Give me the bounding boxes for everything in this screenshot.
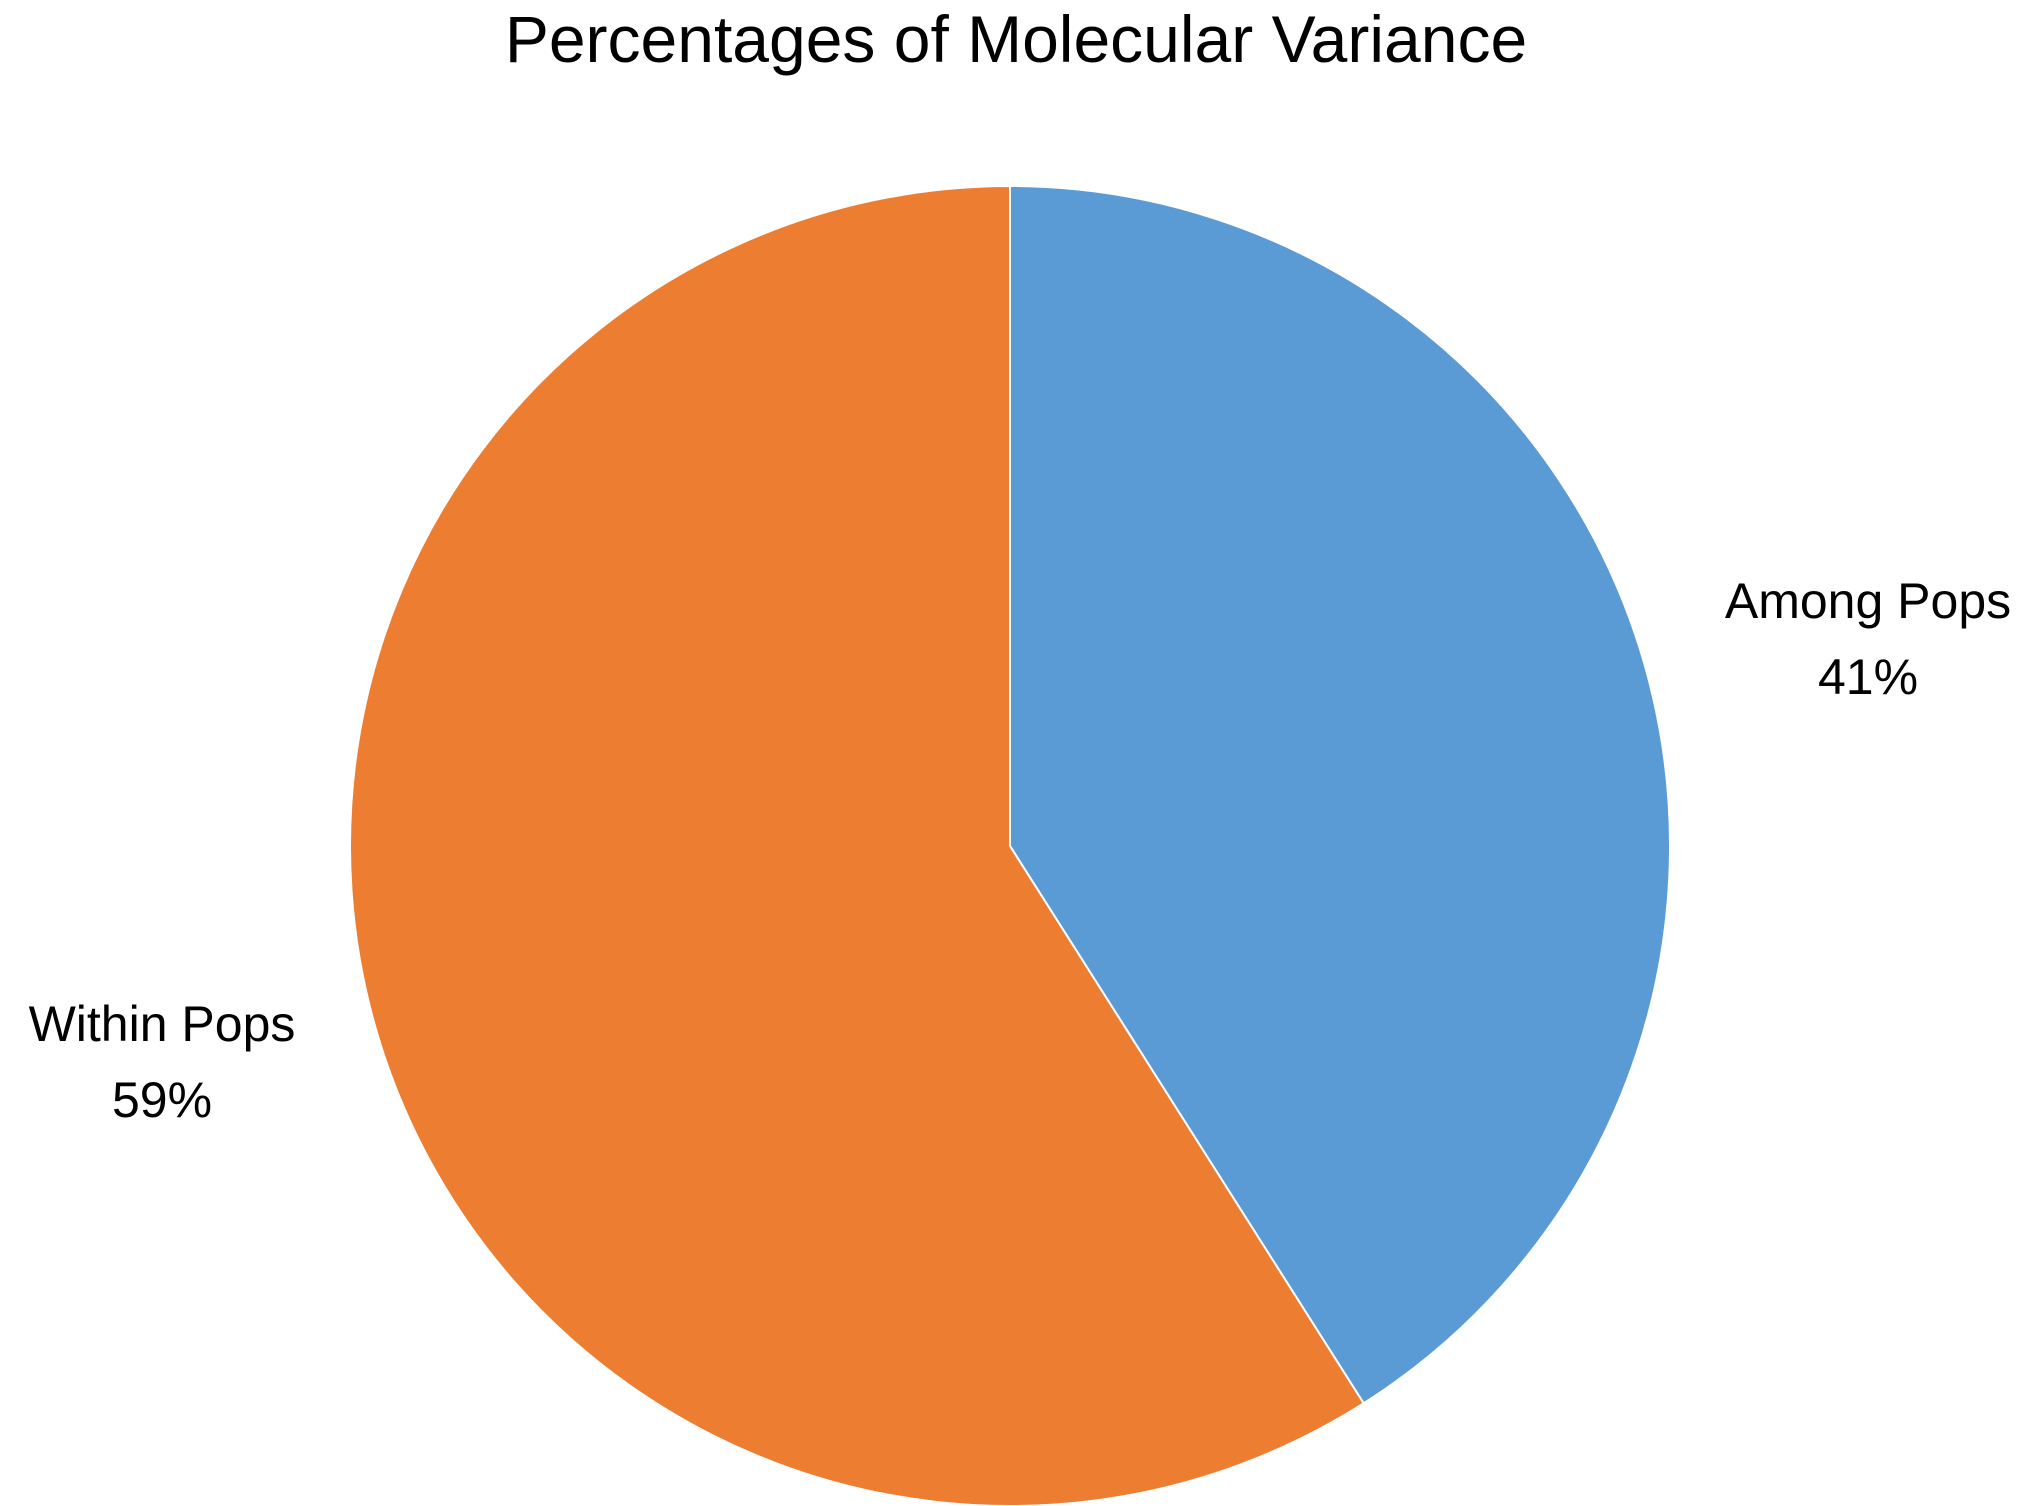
slice-label-within-pops-name: Within Pops <box>29 996 296 1052</box>
slice-label-among-pops: Among Pops 41% <box>1725 573 2011 705</box>
chart-title: Percentages of Molecular Variance <box>505 2 1527 76</box>
slice-label-among-pops-percent: 41% <box>1818 649 1918 705</box>
pie-slice-among-pops <box>1009 184 1671 1405</box>
pie-slices <box>349 184 1671 1506</box>
slice-label-among-pops-name: Among Pops <box>1725 573 2011 629</box>
slice-label-within-pops-percent: 59% <box>112 1072 212 1128</box>
slice-label-within-pops: Within Pops 59% <box>29 996 296 1128</box>
